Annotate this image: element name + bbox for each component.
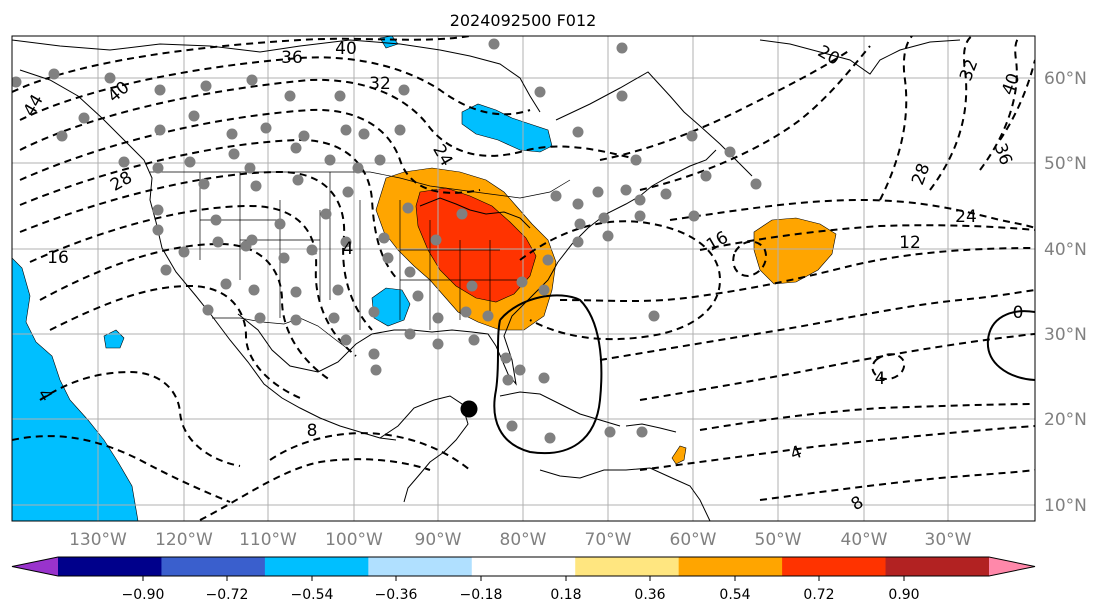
- contour-label: 40: [335, 39, 357, 59]
- gridlines: [12, 36, 1035, 521]
- cyan-region-pacific: [12, 257, 139, 521]
- contour-label: 12: [899, 233, 921, 253]
- lon-label: 40°W: [841, 530, 888, 550]
- contour-label: 16: [47, 248, 69, 268]
- hispaniola: [625, 423, 677, 433]
- contour-label: 8: [307, 421, 318, 441]
- lon-label: 90°W: [415, 530, 462, 550]
- colorbar-extend-high: [989, 557, 1035, 576]
- south-america: [539, 467, 711, 521]
- colorbar-segment: [678, 557, 783, 576]
- colorbar-segment: [782, 557, 887, 576]
- solid-contours: [493, 294, 1035, 455]
- lon-label: 30°W: [925, 530, 972, 550]
- colorbar-segment: [264, 557, 369, 576]
- colorbar-segment: [58, 557, 162, 576]
- lat-label: 30°N: [1044, 325, 1087, 345]
- colorbar-tick-label: 0.18: [550, 587, 581, 603]
- west-coast: [19, 69, 397, 441]
- contour-label: 32: [369, 74, 391, 94]
- map-panel: 36 40 32 44 40 28 16 24 20 32 40 36 28 2…: [12, 36, 1035, 521]
- colorbar-tick-label: 0.72: [803, 587, 834, 603]
- orange-region-atlantic: [753, 217, 837, 285]
- state-lines-east: [399, 200, 520, 330]
- lon-label: 110°W: [239, 530, 297, 550]
- contour-label: 36: [281, 48, 303, 68]
- colorbar-segment: [368, 557, 473, 576]
- gulf-coast: [237, 261, 559, 386]
- colorbar: −0.90 −0.72 −0.54 −0.36 −0.18 0.18 0.36 …: [11, 556, 1036, 603]
- dashed-contours: [12, 36, 1035, 521]
- lat-label: 40°N: [1044, 240, 1087, 260]
- map-frame: [11, 35, 1036, 522]
- contour-label: 4: [875, 369, 886, 389]
- longitude-labels: 130°W 120°W 110°W 100°W 90°W 80°W 70°W 6…: [69, 530, 972, 550]
- canada-north: [12, 39, 541, 113]
- zero-contour-east: [986, 310, 1035, 381]
- lon-label: 70°W: [585, 530, 632, 550]
- cuba: [499, 391, 621, 427]
- colorbar-segment: [885, 557, 990, 576]
- lat-label: 60°N: [1044, 69, 1087, 89]
- lon-label: 50°W: [755, 530, 802, 550]
- colorbar-tick-label: −0.18: [460, 587, 503, 603]
- greenland: [759, 39, 961, 75]
- colorbar-outline: [11, 556, 1036, 577]
- lat-label: 20°N: [1044, 410, 1087, 430]
- lat-label: 50°N: [1044, 154, 1087, 174]
- great-lakes: [419, 197, 531, 229]
- colorbar-tick-label: 0.90: [888, 587, 919, 603]
- colorbar-segment: [471, 557, 576, 576]
- storm-center-marker: [460, 400, 478, 418]
- colorbar-tick-label: −0.90: [122, 587, 165, 603]
- lon-label: 120°W: [155, 530, 213, 550]
- lon-label: 60°W: [670, 530, 717, 550]
- colorbar-segments: [11, 556, 1036, 577]
- colorbar-tick-label: −0.72: [206, 587, 249, 603]
- station-markers: [12, 38, 762, 444]
- colorbar-tick-label: −0.36: [375, 587, 418, 603]
- contour-label: 0: [1013, 303, 1024, 323]
- colorbar-tick-label: −0.54: [291, 587, 334, 603]
- contour-labels: 36 40 32 44 40 28 16 24 20 32 40 36 28 2…: [20, 39, 1025, 515]
- colorbar-segment: [575, 557, 680, 576]
- colorbar-tick-label: 0.36: [634, 587, 665, 603]
- cyan-region-south: [371, 287, 411, 327]
- zero-contour-caribbean: [493, 294, 603, 455]
- colorbar-ticks: [142, 576, 905, 581]
- yucatan: [379, 395, 469, 503]
- latitude-labels: 60°N 50°N 40°N 30°N 20°N 10°N: [1044, 69, 1087, 516]
- colorbar-extend-low: [12, 557, 58, 576]
- colorbar-segment: [161, 557, 266, 576]
- map-title: 2024092500 F012: [450, 11, 597, 30]
- contour-label: 24: [955, 207, 977, 227]
- orange-region-caribbean: [671, 445, 687, 465]
- contour-label: 4: [343, 239, 354, 259]
- colorbar-tick-labels: −0.90 −0.72 −0.54 −0.36 −0.18 0.18 0.36 …: [122, 587, 920, 603]
- lon-label: 100°W: [325, 530, 383, 550]
- colorbar-tick-label: 0.54: [719, 587, 750, 603]
- red-region-main: [415, 187, 537, 303]
- lat-label: 10°N: [1044, 496, 1087, 516]
- lon-label: 130°W: [69, 530, 127, 550]
- lon-label: 80°W: [500, 530, 547, 550]
